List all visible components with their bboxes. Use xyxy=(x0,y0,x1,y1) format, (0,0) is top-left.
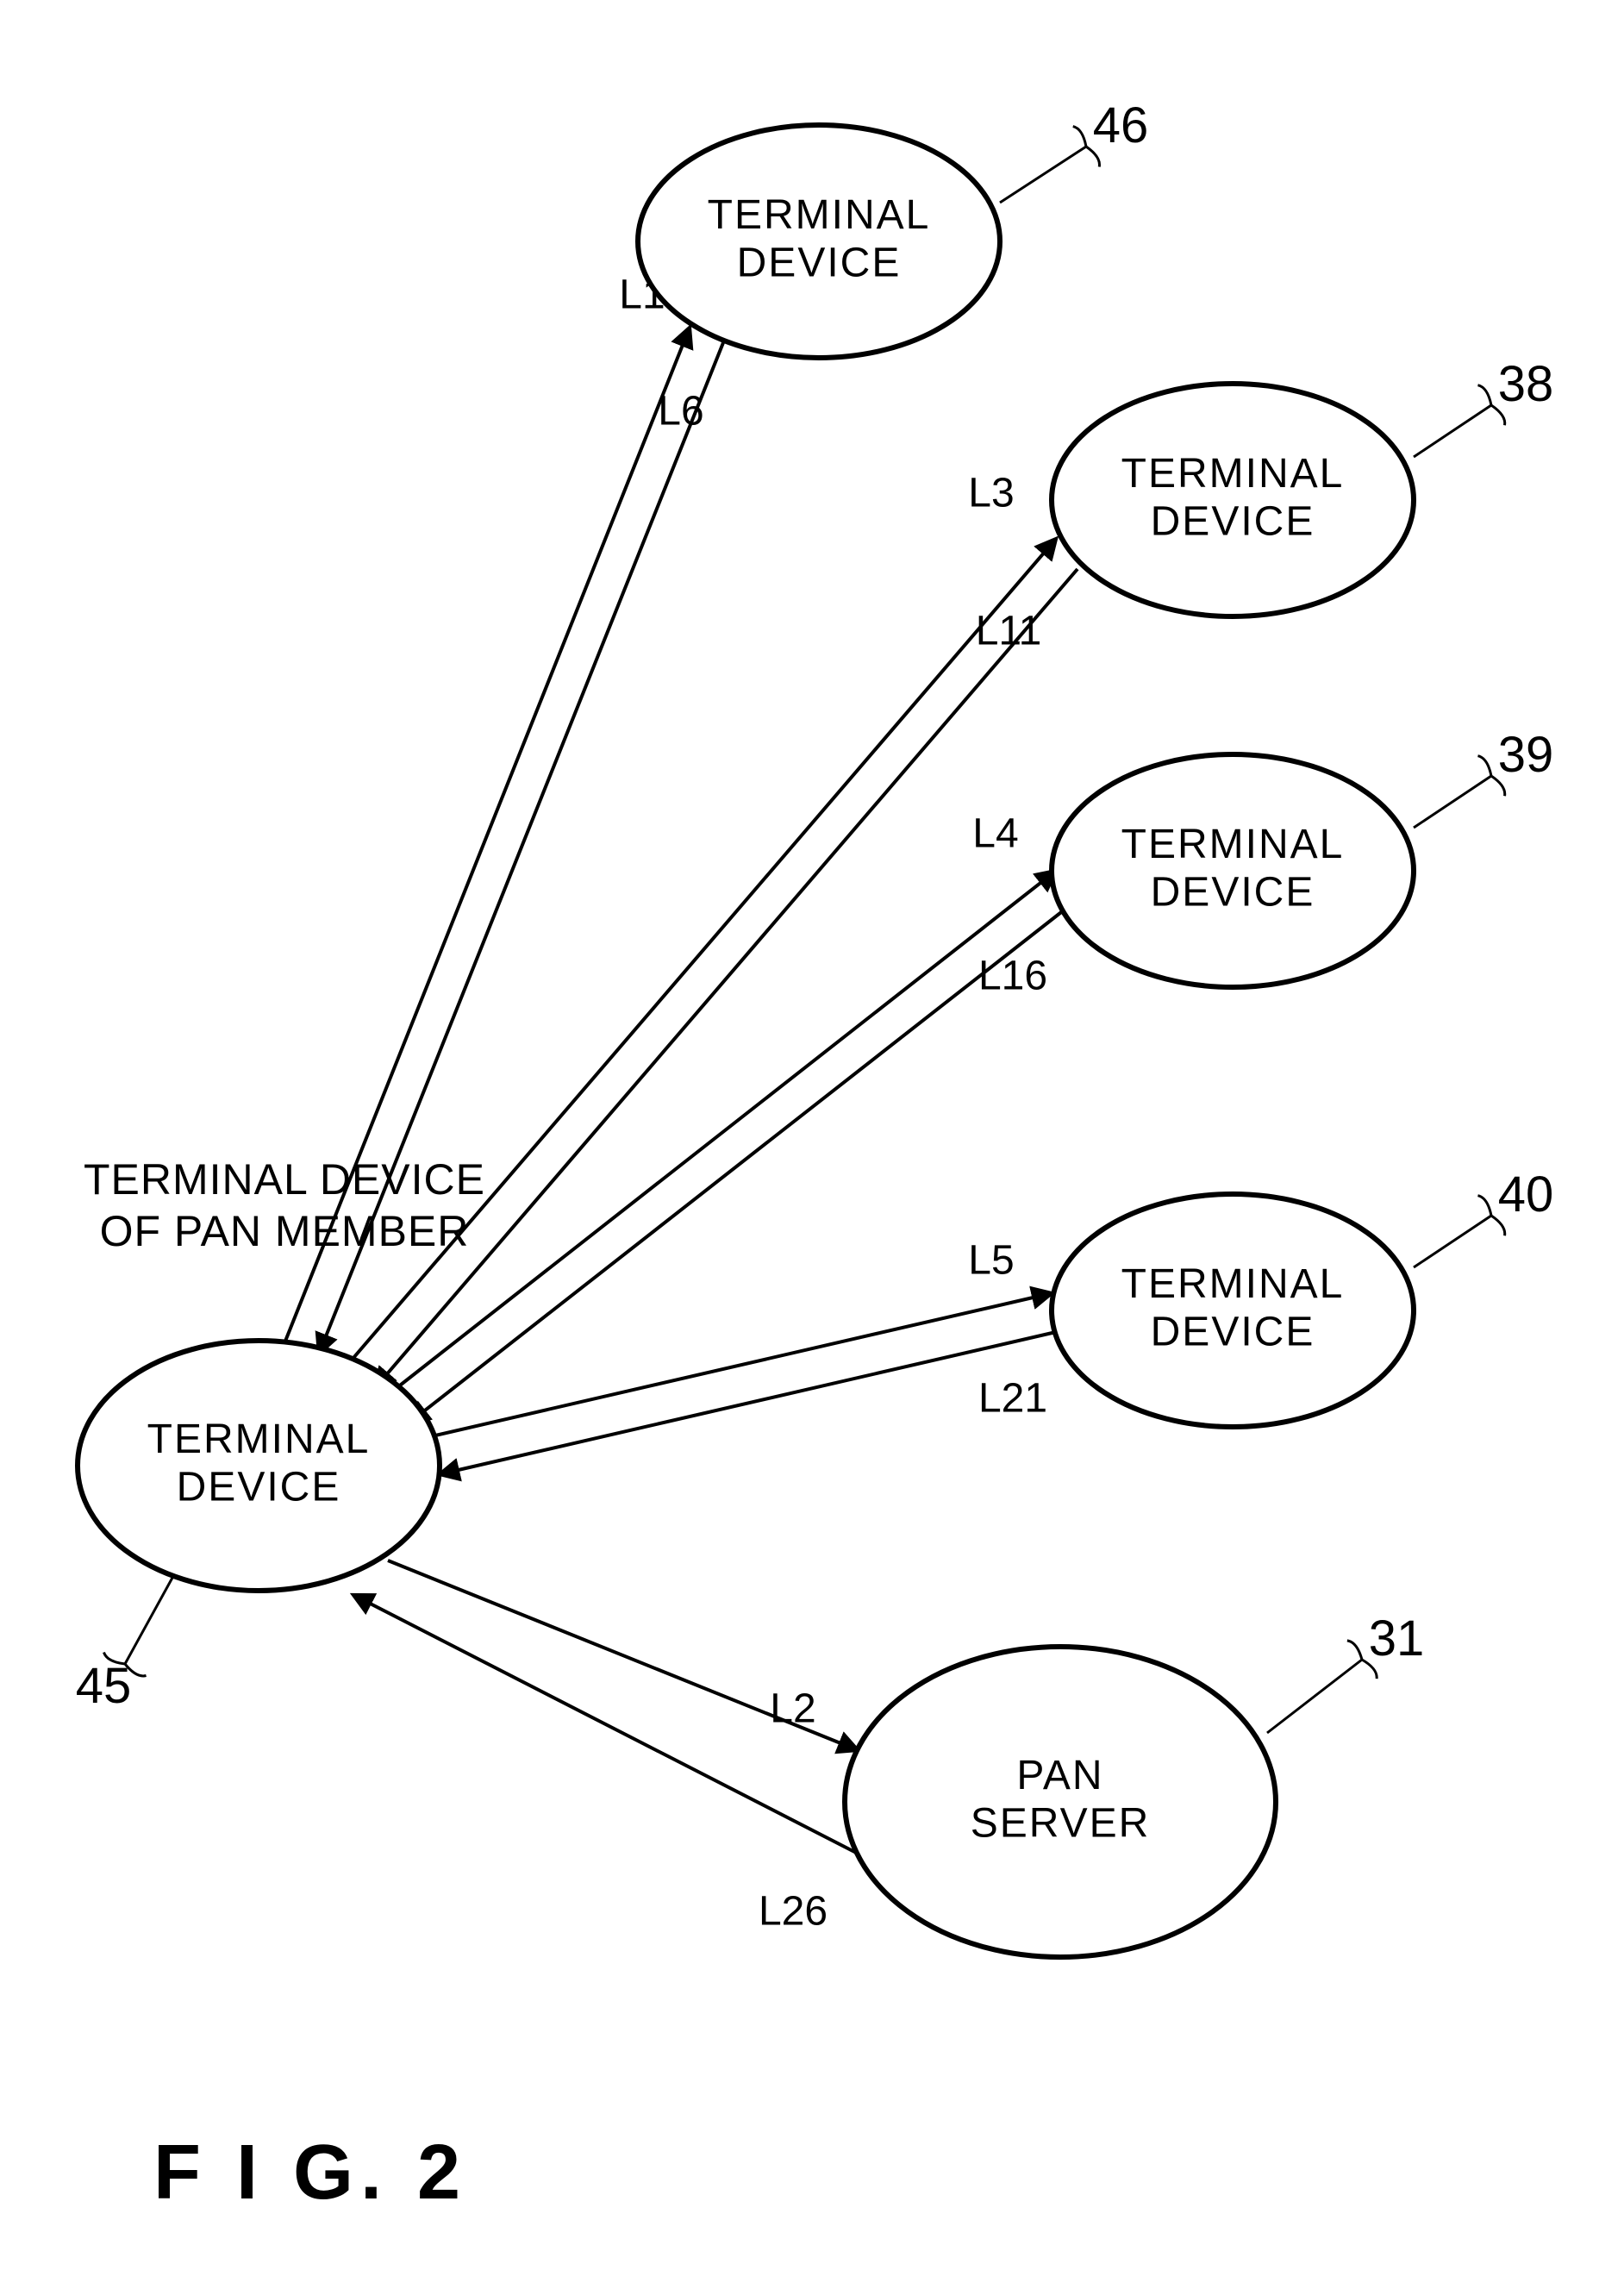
n45: TERMINALDEVICE 45 xyxy=(76,1341,440,1714)
node-label: TERMINAL xyxy=(147,1417,371,1462)
svg-text:TERMINAL DEVICE: TERMINAL DEVICE xyxy=(84,1155,485,1204)
node-label: TERMINAL xyxy=(1121,451,1345,497)
node-label: DEVICE xyxy=(1151,869,1315,915)
node-label: DEVICE xyxy=(737,240,902,285)
n46: TERMINALDEVICE 46 xyxy=(638,97,1148,358)
node-label: PAN xyxy=(1016,1753,1103,1798)
edge-label: L21 xyxy=(978,1376,1047,1422)
node-label: TERMINAL xyxy=(1121,822,1345,867)
ref-number: 46 xyxy=(1093,97,1149,153)
edge-label: L11 xyxy=(976,609,1042,654)
edge-label: L16 xyxy=(978,954,1047,999)
node-label: TERMINAL xyxy=(1121,1261,1345,1307)
edge-label: L2 xyxy=(770,1686,815,1732)
ref-number: 39 xyxy=(1498,727,1554,783)
node-label: SERVER xyxy=(971,1800,1151,1846)
ref-number: 31 xyxy=(1369,1610,1425,1667)
n39: TERMINALDEVICE 39 xyxy=(1052,727,1553,987)
edge: L2 L26 xyxy=(353,1560,866,1935)
ref-number: 38 xyxy=(1498,356,1554,412)
caption: TERMINAL DEVICEOF PAN MEMBER xyxy=(84,1155,485,1255)
svg-text:OF PAN MEMBER: OF PAN MEMBER xyxy=(100,1207,470,1255)
figure-label: F I G. 2 xyxy=(153,2130,467,2216)
edge-label: L4 xyxy=(972,811,1018,857)
node-label: DEVICE xyxy=(1151,1309,1315,1354)
n38: TERMINALDEVICE 38 xyxy=(1052,356,1553,616)
edge-label: L26 xyxy=(759,1889,828,1935)
n31: PANSERVER 31 xyxy=(845,1610,1424,1957)
edge: L5 L21 xyxy=(435,1238,1056,1474)
edge: L4 L16 xyxy=(397,811,1065,1423)
node-label: DEVICE xyxy=(1151,498,1315,544)
edge-label: L5 xyxy=(968,1238,1014,1284)
edge-label: L6 xyxy=(658,389,703,435)
ref-number: 45 xyxy=(76,1658,132,1714)
ref-number: 40 xyxy=(1498,1166,1554,1223)
edge-label: L3 xyxy=(968,471,1014,516)
n40: TERMINALDEVICE 40 xyxy=(1052,1166,1553,1427)
node-label: DEVICE xyxy=(177,1464,341,1510)
node-label: TERMINAL xyxy=(708,192,931,238)
